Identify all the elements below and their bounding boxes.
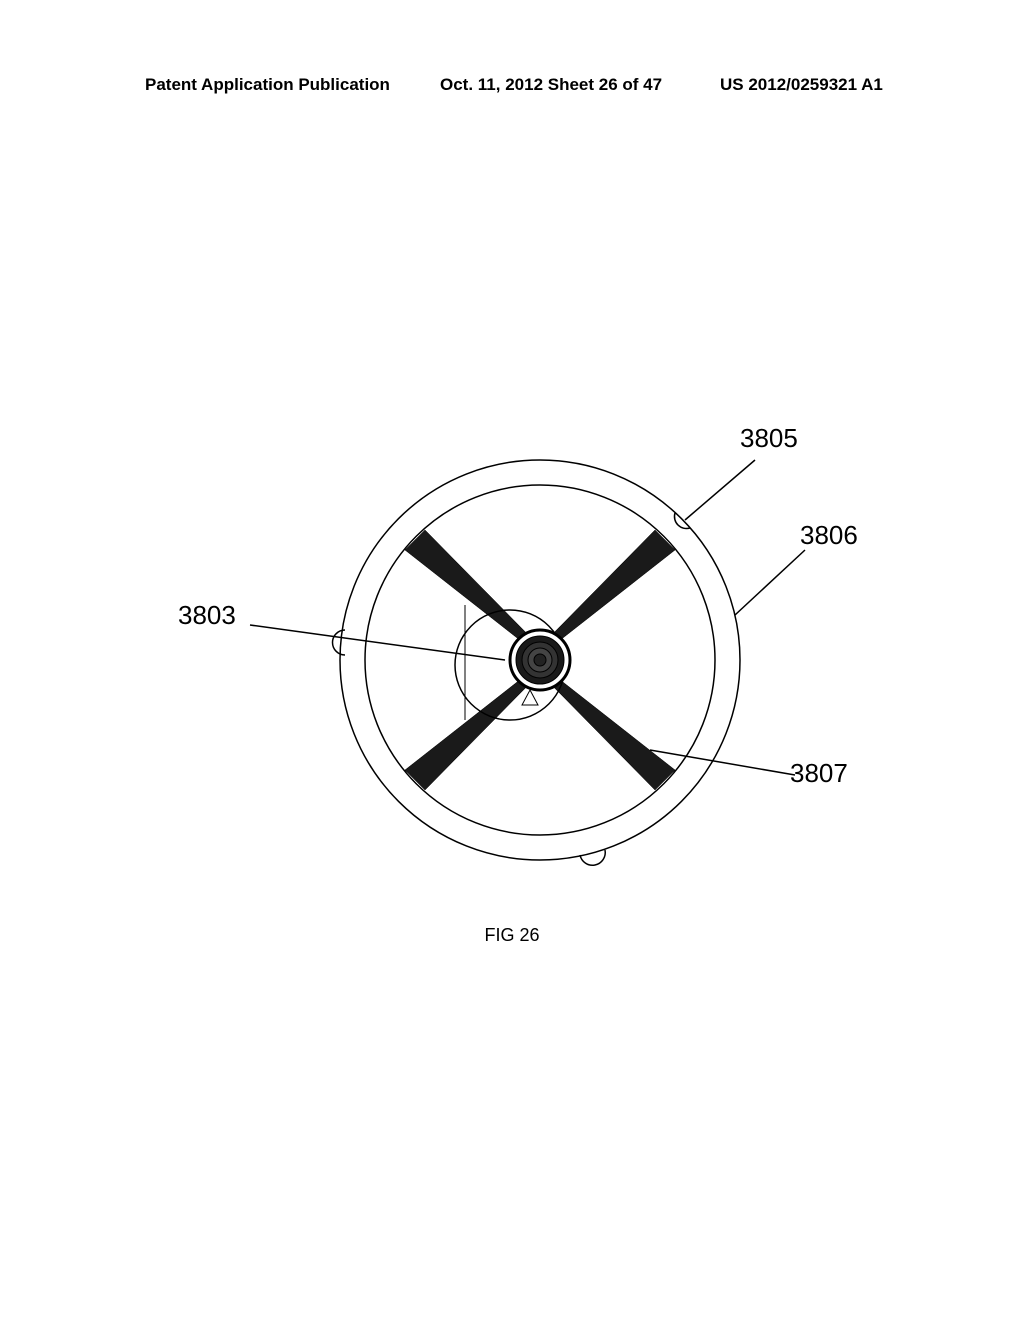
patent-figure-svg bbox=[200, 430, 880, 930]
date-sheet-info: Oct. 11, 2012 Sheet 26 of 47 bbox=[440, 75, 662, 95]
reference-label-3806: 3806 bbox=[800, 520, 858, 551]
reference-label-3807: 3807 bbox=[790, 758, 848, 789]
figure-caption: FIG 26 bbox=[0, 925, 1024, 946]
publication-number: US 2012/0259321 A1 bbox=[720, 75, 883, 95]
reference-label-3805: 3805 bbox=[740, 423, 798, 454]
figure-diagram bbox=[200, 430, 880, 930]
publication-type: Patent Application Publication bbox=[145, 75, 390, 95]
reference-label-3803: 3803 bbox=[178, 600, 236, 631]
